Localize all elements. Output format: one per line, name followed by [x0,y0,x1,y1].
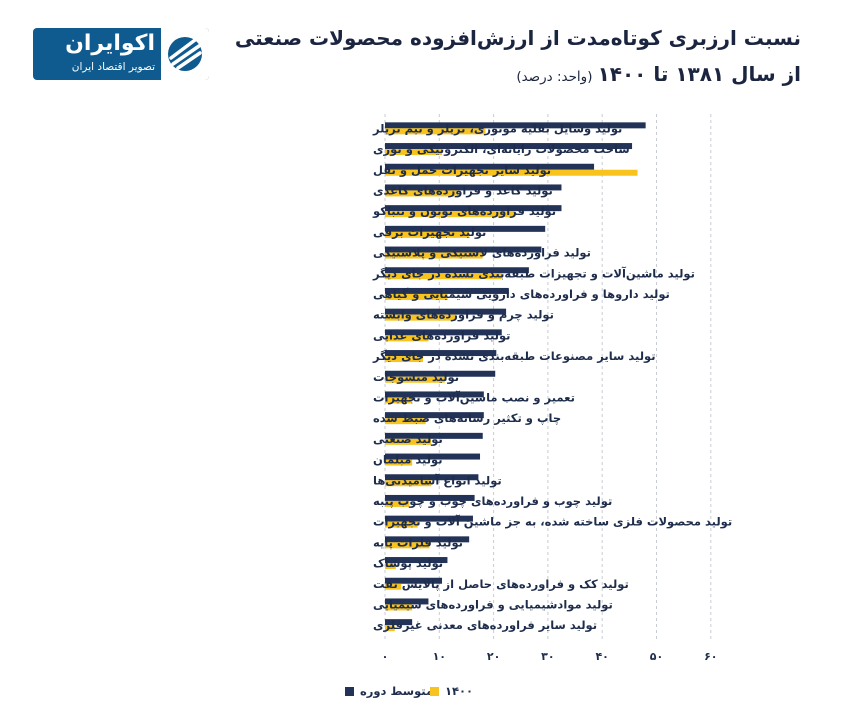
bar-1400 [385,625,395,632]
bar-period-average [385,453,481,460]
bar-1400 [385,604,413,611]
bar-period-average [385,432,483,439]
bar-period-average [385,122,646,129]
category-label: تعمیر و نصب ماشین‌آلات و تجهیزات [373,390,575,405]
category-label: تولید تجهیزات برقی [373,225,486,240]
bar-period-average [385,412,484,419]
bar-period-average [385,225,546,232]
bar-1400 [385,521,418,528]
category-label: تولید چرم و فراورده‌های وابسته [373,308,554,323]
bar-1400 [385,542,430,549]
bar-period-average [385,329,502,336]
x-tick-label: ۱۰ [433,650,446,663]
bar-period-average [385,267,529,274]
bar-period-average [385,350,497,357]
category-label: تولید سایر مصنوعات طبقه‌بندی نشده در جای… [372,349,656,364]
category-label: تولید وسایل نقلیه موتوری، تریلر و نیم تر… [372,121,622,136]
bar-1400 [385,190,459,197]
bar-period-average [385,391,484,398]
bar-1400 [385,335,429,342]
category-label: تولید فراورده‌های غذایی [373,328,511,343]
brand-logo: اکوایران تصویر اقتصاد ایران [33,28,209,80]
category-label: تولید کاغذ و فراورده‌های کاغذی [373,183,553,198]
bar-period-average [385,598,429,605]
category-label: تولید پوشاک [373,556,443,571]
bar-period-average [385,619,413,626]
bar-period-average [385,557,448,564]
bar-1400 [385,211,516,218]
legend-label-1400: ۱۴۰۰ [445,684,474,698]
bar-1400 [385,314,456,321]
bar-period-average [385,536,470,543]
subtitle-period: از سال ۱۳۸۱ تا ۱۴۰۰ [597,62,801,86]
legend-swatch-period-average [345,687,354,696]
category-label: ساخت محصولات رایانه‌ای، الکترونیکی و نور… [373,142,630,157]
bar-period-average [385,246,542,253]
bar-1400 [385,438,432,445]
bar-1400 [385,376,445,383]
category-label: تولید سایر تجهیزات حمل و نقل [373,163,551,178]
bar-1400 [385,169,638,176]
category-label: تولید انواع آشامیدنی‌ها [373,473,502,488]
x-tick-label: ۴۰ [595,650,608,663]
bar-1400 [385,563,396,570]
x-tick-label: ۳۰ [541,650,554,663]
bar-1400 [385,418,426,425]
x-tick-label: ۰ [382,650,389,663]
subtitle-unit: (واحد: درصد) [516,69,593,85]
category-label: تولید فراورده‌های لاستیکی و پلاستیکی [373,246,591,261]
bar-1400 [385,128,486,135]
bar-1400 [385,231,470,238]
category-label: چاپ و تکثیر رسانه‌های ضبط شده [373,411,561,426]
legend-item-period-average: متوسط دوره [345,684,433,698]
bar-period-average [385,474,479,481]
bar-1400 [385,356,424,363]
bar-1400 [385,149,443,156]
bar-1400 [385,252,483,259]
bar-period-average [385,577,443,584]
category-label: تولید کک و فراورده‌های حاصل از پالایش نف… [373,577,629,592]
category-label: تولید مبلمان [373,453,443,468]
logo-tagline: تصویر اقتصاد ایران [71,61,155,73]
bar-period-average [385,515,473,522]
category-label: تولید سایر فراورده‌های معدنی غیرفلزی [373,618,597,633]
bar-period-average [385,143,633,150]
bar-1400 [385,293,448,300]
legend-swatch-1400 [430,687,439,696]
category-label: تولید منسوجات [373,370,459,385]
legend-item-1400: ۱۴۰۰ [430,684,473,698]
bar-1400 [385,459,413,466]
bar-period-average [385,287,509,294]
logo-name: اکوایران [65,31,155,56]
bar-period-average [385,184,562,191]
bar-1400 [385,583,402,590]
category-label: تولید چوب و فراورده‌های چوب و چوب پنبه [373,494,612,509]
bar-1400 [385,273,502,280]
category-label: تولید موادشیمیایی و فراورده‌های شیمیایی [373,597,613,612]
category-label: تولید داروها و فراورده‌های دارویی شیمیای… [373,287,670,302]
bar-1400 [385,500,410,507]
stripes-logo-icon [161,28,209,80]
legend-label-period-average: متوسط دوره [360,684,434,698]
bar-1400 [385,397,413,404]
bar-period-average [385,205,562,212]
bar-period-average [385,308,507,315]
category-label: تولید فلزات پایه [373,535,463,550]
category-label: تولید ماشین‌آلات و تجهیزات طبقه‌بندی نشد… [372,266,695,281]
bar-1400 [385,480,432,487]
x-tick-label: ۲۰ [487,650,500,663]
chart-subtitle: از سال ۱۳۸۱ تا ۱۴۰۰ (واحد: درصد) [516,62,801,86]
bar-period-average [385,163,595,170]
x-tick-label: ۶۰ [704,650,717,663]
x-tick-label: ۵۰ [650,650,663,663]
category-label: تولید محصولات فلزی ساخته شده، به جز ماشی… [373,515,732,530]
category-label: تولید فراورده‌های توتون و تنباکو [372,204,556,219]
bar-period-average [385,370,496,377]
category-label: تولید صنعتی [373,432,443,447]
bar-period-average [385,494,475,501]
chart-title: نسبت ارزبری کوتاه‌مدت از ارزش‌افزوده محص… [234,26,801,50]
